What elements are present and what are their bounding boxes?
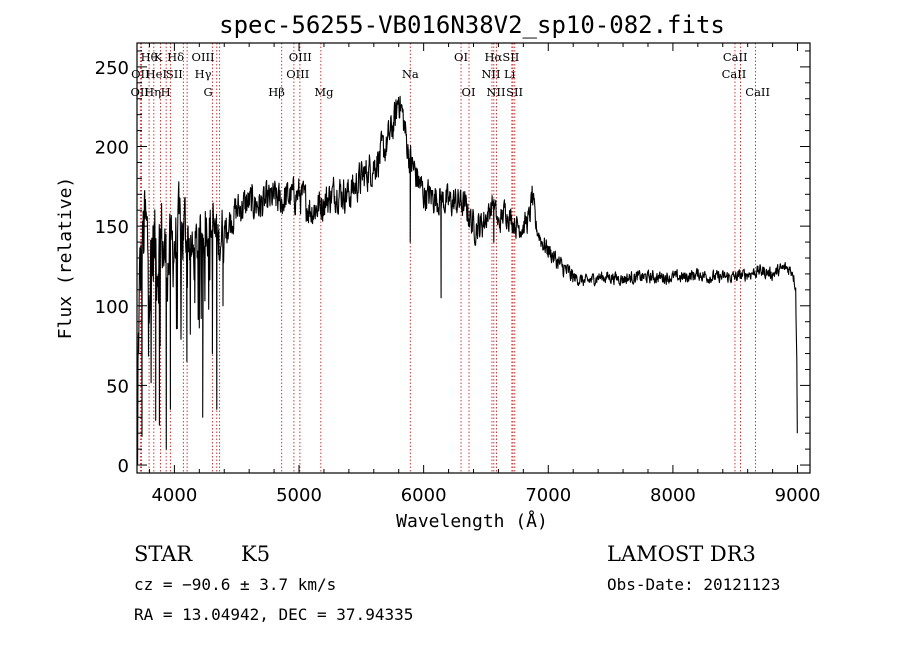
y-tick-label: 150 (95, 217, 129, 238)
line-marker-label: OI (454, 50, 468, 64)
line-marker-label: Mg (314, 85, 334, 99)
sky-coordinates: RA = 13.04942, DEC = 37.94335 (134, 605, 413, 624)
line-marker-label: Hθ (141, 50, 158, 64)
line-marker-label: OII (130, 85, 149, 99)
line-marker-label: Li (504, 67, 516, 81)
x-tick-label: 5000 (276, 485, 322, 506)
line-marker-label: H (161, 85, 171, 99)
line-marker-label: SII (506, 85, 523, 99)
x-tick-label: 4000 (151, 485, 197, 506)
line-markers (139, 43, 756, 473)
line-marker-label: Na (402, 67, 419, 81)
x-axis-ticks: 4000 5000 6000 7000 8000 9000 (148, 43, 821, 506)
line-marker-label: G (203, 85, 212, 99)
x-tick-label: 9000 (775, 485, 821, 506)
y-tick-label: 200 (95, 138, 129, 159)
object-class: STAR (134, 542, 193, 566)
line-marker-label: Hδ (167, 50, 184, 64)
line-marker-label: Hβ (268, 85, 285, 99)
x-tick-label: 7000 (525, 485, 571, 506)
obs-date: Obs-Date: 20121123 (607, 575, 780, 594)
line-marker-label: CaII (723, 50, 748, 64)
y-axis-ticks: 0 50 100 150 200 250 (95, 50, 810, 477)
y-tick-label: 250 (95, 58, 129, 79)
x-axis-label: Wavelength (Å) (396, 510, 548, 532)
line-marker-label: OIII (286, 67, 309, 81)
line-marker-label: NII (486, 85, 505, 99)
survey-name: LAMOST DR3 (607, 542, 756, 566)
line-marker-label: OIII (289, 50, 312, 64)
line-marker-label: OII (131, 67, 150, 81)
line-marker-label: Hη (144, 85, 161, 99)
plot-frame (136, 42, 811, 474)
line-marker-label: NII (481, 67, 500, 81)
object-subclass: K5 (241, 542, 270, 566)
redshift-cz: cz = −90.6 ± 3.7 km/s (134, 575, 336, 594)
line-marker-label: OI (462, 85, 476, 99)
line-marker-label: HeI (146, 67, 167, 81)
chart-title: spec-56255-VB016N38V2_sp10-082.fits (219, 11, 725, 39)
line-marker-label: CaII (745, 85, 770, 99)
line-marker-label: Hα (485, 50, 503, 64)
y-tick-label: 100 (95, 297, 129, 318)
line-marker-label: SII (502, 50, 519, 64)
x-tick-label: 8000 (650, 485, 696, 506)
y-tick-label: 0 (118, 456, 129, 477)
x-tick-label: 6000 (401, 485, 447, 506)
y-axis-label: Flux (relative) (55, 177, 76, 340)
spectrum-line (137, 95, 798, 466)
line-marker-label: SII (166, 67, 183, 81)
line-marker-label: CaII (722, 67, 747, 81)
line-marker-label: K (154, 50, 163, 64)
line-marker-label: OIII (192, 50, 215, 64)
y-tick-label: 50 (106, 376, 129, 397)
line-marker-label: Hγ (195, 67, 212, 81)
